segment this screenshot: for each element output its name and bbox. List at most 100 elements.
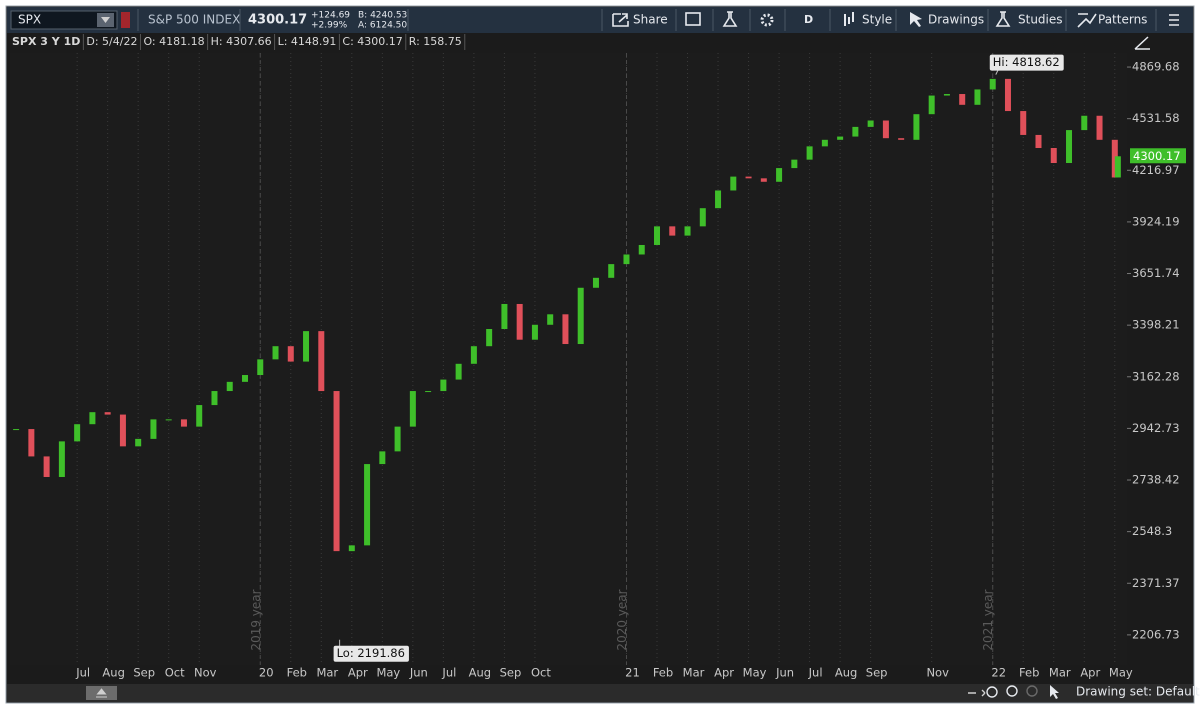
- candle: [531, 324, 538, 340]
- candle: [74, 424, 81, 442]
- year-label: 2020 year: [615, 589, 629, 650]
- candle: [821, 139, 828, 147]
- candle: [165, 419, 172, 421]
- candle: [623, 254, 630, 265]
- settings-icon[interactable]: [760, 13, 774, 27]
- candle: [119, 414, 126, 447]
- x-tick-label: Apr: [714, 666, 734, 680]
- candle: [1114, 156, 1121, 178]
- y-tick-label: 2738.42: [1132, 473, 1180, 487]
- candle: [135, 438, 142, 447]
- toolbar-button[interactable]: Style: [862, 13, 892, 27]
- x-tick-label: Jun: [409, 666, 428, 680]
- zoom-in-icon[interactable]: [1006, 685, 1018, 697]
- info-item: O: 4181.18: [143, 35, 204, 48]
- candle: [272, 346, 279, 360]
- candle: [699, 208, 706, 227]
- candle: [806, 146, 813, 160]
- annotation: Lo: 2191.86: [337, 646, 405, 660]
- patterns-icon: [1077, 13, 1097, 28]
- x-tick-label: Feb: [287, 666, 307, 680]
- scrollbar: [7, 684, 1193, 702]
- toolbar-button[interactable]: D: [804, 13, 813, 26]
- candle: [1020, 111, 1027, 135]
- x-tick-label: Jul: [441, 666, 456, 680]
- candle: [1081, 115, 1088, 131]
- expand-icon[interactable]: [1134, 36, 1150, 50]
- x-tick-label: Sep: [866, 666, 888, 680]
- candle: [760, 178, 767, 182]
- dropdown-arrow: [101, 17, 110, 23]
- candle: [547, 314, 554, 325]
- candle: [43, 456, 50, 477]
- pan-icon[interactable]: [968, 689, 986, 697]
- x-tick-label: May: [1109, 666, 1133, 680]
- ask: A: 6124.50: [358, 21, 407, 31]
- candle: [180, 419, 187, 427]
- candle: [211, 391, 218, 406]
- x-tick-label: Sep: [133, 666, 155, 680]
- candle: [89, 412, 96, 425]
- plot: 2206.73 2371.37 2548.3 2738.42 2942.73 3162.2…: [13, 53, 1186, 680]
- candle: [1111, 139, 1118, 178]
- toolbar-button[interactable]: Patterns: [1098, 13, 1147, 27]
- toolbar-button[interactable]: Studies: [1018, 13, 1063, 27]
- candle: [1050, 148, 1057, 164]
- crosshair-icon[interactable]: [986, 686, 998, 698]
- zoom-out-icon[interactable]: [1026, 685, 1038, 697]
- percent-change: +2.99%: [311, 21, 348, 31]
- candle: [1004, 78, 1011, 112]
- y-tick-label: 4531.58: [1132, 111, 1180, 125]
- candle: [13, 429, 20, 431]
- candle: [455, 363, 462, 380]
- candle: [654, 226, 661, 245]
- candle: [28, 429, 35, 457]
- cursor-icon: [910, 12, 922, 27]
- y-tick-label: 3398.21: [1132, 318, 1180, 332]
- candle: [867, 120, 874, 127]
- calendar-icon[interactable]: [685, 12, 701, 26]
- x-tick-label: Aug: [102, 666, 124, 680]
- symbol[interactable]: SPX: [18, 13, 41, 27]
- last-price-label: 4300.17: [1133, 149, 1181, 163]
- x-tick-label: 22: [991, 666, 1006, 680]
- x-tick-label: Feb: [653, 666, 673, 680]
- candle: [241, 375, 248, 382]
- info-item: SPX 3 Y 1D: [12, 35, 80, 48]
- toolbar-button[interactable]: Drawings: [928, 13, 984, 27]
- scroll-thumb-icon: [96, 688, 107, 698]
- y-tick-label: 3924.19: [1132, 214, 1180, 228]
- y-tick-label: 2206.73: [1132, 627, 1180, 641]
- drawing-set[interactable]: Drawing set: Default: [1076, 685, 1200, 699]
- candle: [470, 346, 477, 364]
- candle: [318, 331, 325, 392]
- candle: [303, 331, 310, 362]
- link-marker[interactable]: [121, 12, 130, 28]
- candle: [684, 226, 691, 236]
- flask-icon[interactable]: [722, 11, 738, 27]
- toolbar-button[interactable]: Share: [633, 13, 668, 27]
- y-tick-label: 2371.37: [1132, 576, 1180, 590]
- toolbar-buttons: Share D Style Drawings Studies Patterns: [601, 9, 1179, 31]
- pointer-icon[interactable]: [1050, 685, 1059, 699]
- candle: [928, 95, 935, 115]
- info-item: H: 4307.66: [211, 35, 272, 48]
- x-tick-label: Mar: [683, 666, 705, 680]
- x-tick-label: Nov: [194, 666, 217, 680]
- y-tick-label: 3651.74: [1132, 266, 1180, 280]
- menu-icon[interactable]: [1169, 14, 1179, 26]
- candle: [348, 545, 355, 552]
- description: S&P 500 INDEX: [148, 13, 240, 27]
- candle: [577, 287, 584, 345]
- candle: [638, 244, 645, 255]
- x-tick-label: May: [743, 666, 767, 680]
- candle: [745, 176, 752, 179]
- candle: [1035, 134, 1042, 149]
- candle: [730, 176, 737, 191]
- candle: [516, 303, 523, 340]
- candle: [852, 126, 859, 137]
- symbol-input[interactable]: [10, 10, 118, 30]
- x-tick-label: Mar: [316, 666, 338, 680]
- x-tick-label: Oct: [531, 666, 551, 680]
